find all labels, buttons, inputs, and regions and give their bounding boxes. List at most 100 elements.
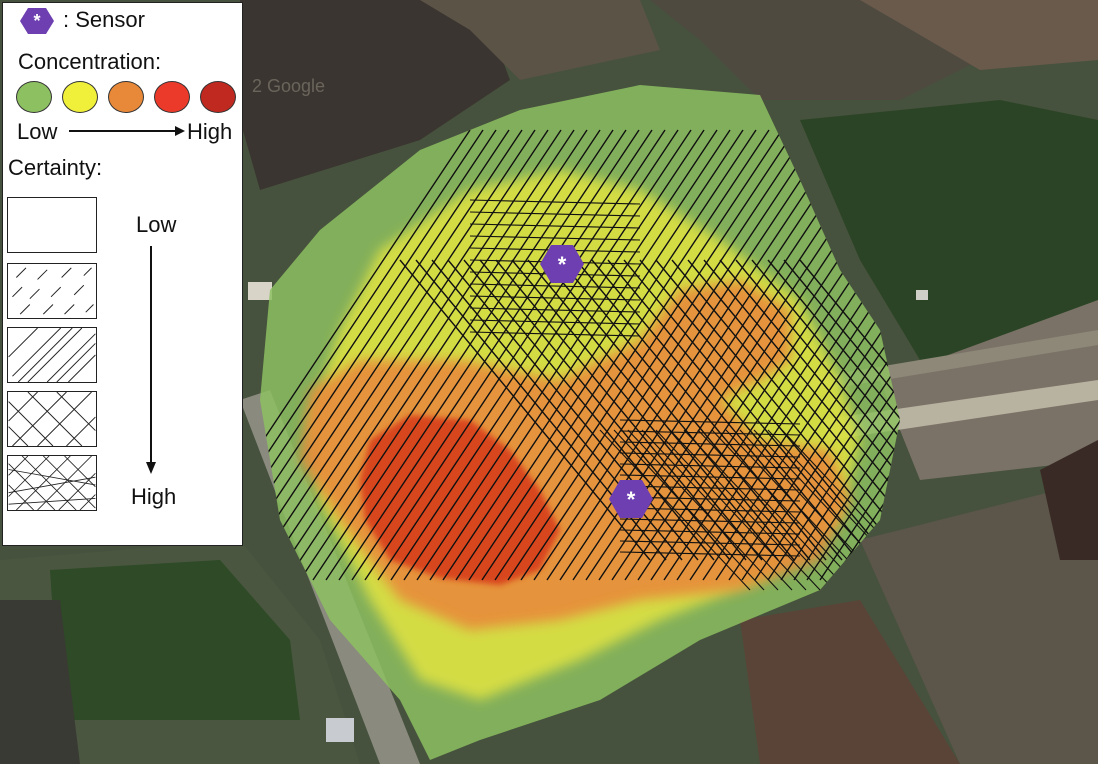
sensor-hexagon-icon bbox=[609, 480, 653, 518]
certainty-low-label: Low bbox=[136, 212, 177, 237]
certainty-swatch-single-hatch bbox=[7, 327, 97, 383]
hatch-line bbox=[663, 129, 900, 581]
hatch-line bbox=[442, 129, 744, 581]
hatch-line bbox=[325, 129, 627, 581]
hatch-line bbox=[599, 429, 751, 591]
hatch-line bbox=[468, 129, 770, 581]
sensor-hexagon-icon: * bbox=[20, 8, 54, 34]
hatch-line bbox=[754, 129, 900, 581]
hatch-line bbox=[469, 283, 641, 289]
hatch-line bbox=[819, 129, 900, 581]
hatch-line bbox=[619, 441, 801, 447]
hatch-line bbox=[469, 307, 641, 313]
hatch-line bbox=[447, 259, 699, 561]
hatch-line bbox=[767, 129, 900, 581]
hatch-line bbox=[639, 259, 891, 561]
hatch-line bbox=[767, 259, 900, 561]
hatch-line bbox=[619, 540, 801, 546]
hatch-line bbox=[429, 129, 731, 581]
hatch-line bbox=[494, 129, 796, 581]
concentration-low-label: Low bbox=[17, 119, 58, 144]
concentration-swatch bbox=[200, 81, 236, 113]
hatch-line bbox=[364, 129, 666, 581]
hatch-line bbox=[641, 429, 793, 591]
hatch-line bbox=[703, 259, 900, 561]
sensor-marker-south[interactable]: * bbox=[609, 480, 653, 518]
hatch-line bbox=[469, 295, 641, 301]
legend-sensor-symbol: * bbox=[33, 11, 40, 31]
hatch-line bbox=[627, 429, 779, 591]
hatch-line bbox=[702, 129, 900, 581]
hatch-line bbox=[273, 129, 575, 581]
hatch-line bbox=[455, 129, 757, 581]
hatch-line bbox=[619, 419, 801, 425]
hatch-line bbox=[469, 331, 641, 337]
hatch-line bbox=[260, 129, 471, 581]
hatch-line bbox=[832, 129, 900, 581]
hatch-line bbox=[559, 129, 861, 581]
concentration-swatch bbox=[108, 81, 144, 113]
hatch-line bbox=[260, 129, 497, 581]
hatch-line bbox=[399, 259, 651, 561]
plume-red-zone bbox=[360, 415, 560, 585]
certainty-arrow-icon bbox=[146, 246, 156, 474]
hatch-line bbox=[619, 430, 801, 436]
hatch-line bbox=[469, 235, 641, 241]
certainty-title: Certainty: bbox=[8, 155, 103, 180]
hatch-line bbox=[546, 129, 848, 581]
hatch-line bbox=[403, 129, 705, 581]
hatch-line bbox=[655, 429, 807, 591]
hatch-line bbox=[533, 129, 835, 581]
hatch-line bbox=[543, 259, 795, 561]
hatch-line bbox=[613, 429, 765, 591]
certainty-swatch-none bbox=[7, 197, 97, 253]
certainty-swatch-dense-cross-hatch bbox=[7, 455, 97, 511]
hatch-line bbox=[507, 129, 809, 581]
hatch-line bbox=[481, 129, 783, 581]
certainty-swatch-sparse bbox=[7, 263, 97, 319]
hatch-line bbox=[683, 429, 835, 591]
concentration-swatch bbox=[154, 81, 190, 113]
hatch-line bbox=[799, 259, 900, 561]
hatch-line bbox=[312, 129, 614, 581]
hatch-line bbox=[390, 129, 692, 581]
hatch-line bbox=[338, 129, 640, 581]
certainty-swatch-cross-hatch bbox=[7, 391, 97, 447]
hatch-line bbox=[607, 259, 859, 561]
hatch-line bbox=[751, 259, 900, 561]
concentration-swatch bbox=[16, 81, 52, 113]
hatch-line bbox=[619, 463, 801, 469]
hatch-line bbox=[260, 129, 484, 581]
hatch-line bbox=[711, 429, 863, 591]
hatch-line bbox=[719, 259, 900, 561]
hatch-line bbox=[619, 551, 801, 557]
hatch-line bbox=[260, 129, 536, 581]
hatch-line bbox=[559, 259, 811, 561]
hatch-line bbox=[416, 129, 718, 581]
low-to-high-arrow-icon bbox=[69, 126, 185, 136]
hatch-line bbox=[735, 259, 900, 561]
hatch-line bbox=[623, 259, 875, 561]
hatch-line bbox=[469, 199, 641, 205]
hatch-line bbox=[783, 259, 900, 561]
hatch-line bbox=[781, 429, 900, 591]
map-legend: * : Sensor Concentration: Low High Certa… bbox=[2, 2, 243, 546]
sensor-marker-north[interactable]: * bbox=[540, 245, 584, 283]
sensor-symbol: * bbox=[558, 252, 567, 277]
hatch-line bbox=[351, 129, 653, 581]
concentration-title: Concentration: bbox=[18, 49, 162, 74]
hatch-line bbox=[655, 259, 900, 561]
sensor-symbol: * bbox=[627, 487, 636, 512]
hatch-line bbox=[286, 129, 588, 581]
hatch-line bbox=[260, 129, 549, 581]
hatch-line bbox=[671, 259, 900, 561]
hatch-line bbox=[619, 474, 801, 480]
hatch-line bbox=[697, 429, 849, 591]
certainty-high-label: High bbox=[131, 484, 177, 509]
legend-sensor-label: : Sensor bbox=[63, 7, 145, 32]
concentration-plume bbox=[260, 85, 900, 760]
hatch-line bbox=[260, 129, 510, 581]
hatch-line bbox=[469, 223, 641, 229]
sensor-hexagon-icon bbox=[540, 245, 584, 283]
